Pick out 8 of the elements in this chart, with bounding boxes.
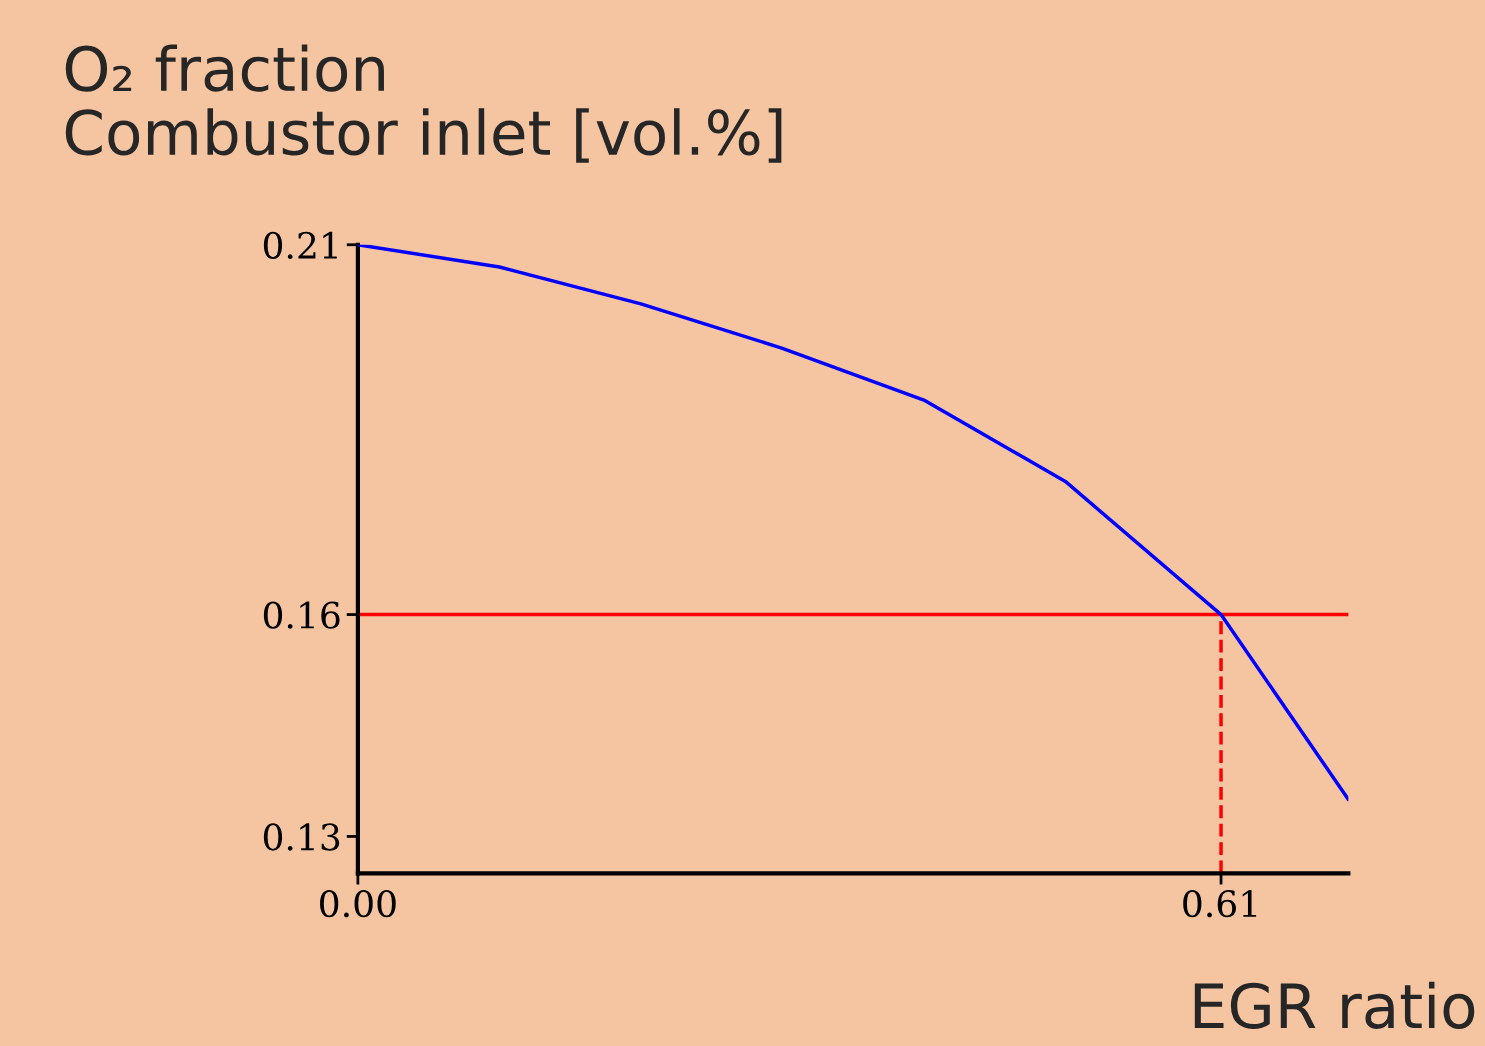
x-axis-title: EGR ratio: [1194, 981, 1475, 1029]
line-series: [357, 244, 1349, 802]
y-tick-label: 0.16: [263, 601, 340, 629]
x-tick-label: 0.61: [1183, 890, 1257, 918]
y-tick-label: 0.21: [263, 231, 337, 259]
y-tick-label: 0.13: [263, 823, 340, 851]
x-tick-label: 0.00: [320, 890, 396, 918]
y-axis-title: O₂ fraction Combustor inlet [vol.%]: [65, 44, 782, 163]
